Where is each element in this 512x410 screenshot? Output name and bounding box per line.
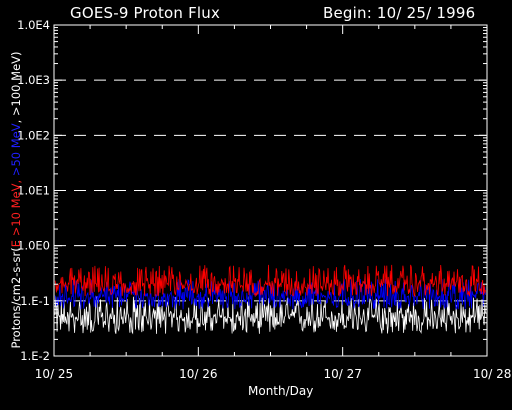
y-label-suffix: ): [9, 51, 23, 56]
begin-date-label: Begin: 10/ 25/ 1996: [323, 4, 476, 22]
y-tick-label-1: 1.0E3: [17, 73, 50, 87]
x-tick-label-1: 10/ 26: [179, 367, 217, 381]
y-label-sep2: ,: [9, 116, 23, 124]
y-axis-label: Protons/cm2-s-sr(E >10 MeV, >50 MeV, >10…: [9, 51, 23, 348]
x-tick-label-2: 10/ 27: [323, 367, 361, 381]
y-axis-ticks: 1.0E4 1.0E3 1.0E2 1.0E1 1.0E0 1.E-1 1.E-2: [17, 18, 487, 363]
series-line-0: [54, 264, 486, 298]
x-tick-label-0: 10/ 25: [35, 367, 73, 381]
y-tick-label-3: 1.0E1: [17, 184, 50, 198]
x-tick-label-3: 10/ 28: [473, 367, 511, 381]
y-tick-label-4: 1.0E0: [17, 239, 50, 253]
y-label-sep1: ,: [9, 176, 23, 184]
y-tick-label-2: 1.0E2: [17, 128, 50, 142]
y-label-e100: >100 MeV: [9, 55, 23, 117]
chart-title: GOES-9 Proton Flux: [70, 4, 221, 22]
x-axis-ticks: 10/ 25 10/ 26 10/ 27 10/ 28: [35, 25, 511, 381]
y-label-e50: >50 MeV: [9, 123, 23, 177]
series-line-1: [54, 278, 486, 311]
x-axis-label: Month/Day: [248, 384, 314, 398]
y-label-e10: E >10 MeV: [9, 183, 23, 248]
series-layer: [54, 264, 486, 335]
y-tick-label-5: 1.E-1: [20, 294, 50, 308]
y-tick-label-0: 1.0E4: [17, 18, 50, 32]
y-label-prefix: Protons/cm2-s-sr(: [9, 247, 23, 349]
y-tick-label-6: 1.E-2: [20, 349, 50, 363]
series-line-2: [54, 296, 486, 335]
